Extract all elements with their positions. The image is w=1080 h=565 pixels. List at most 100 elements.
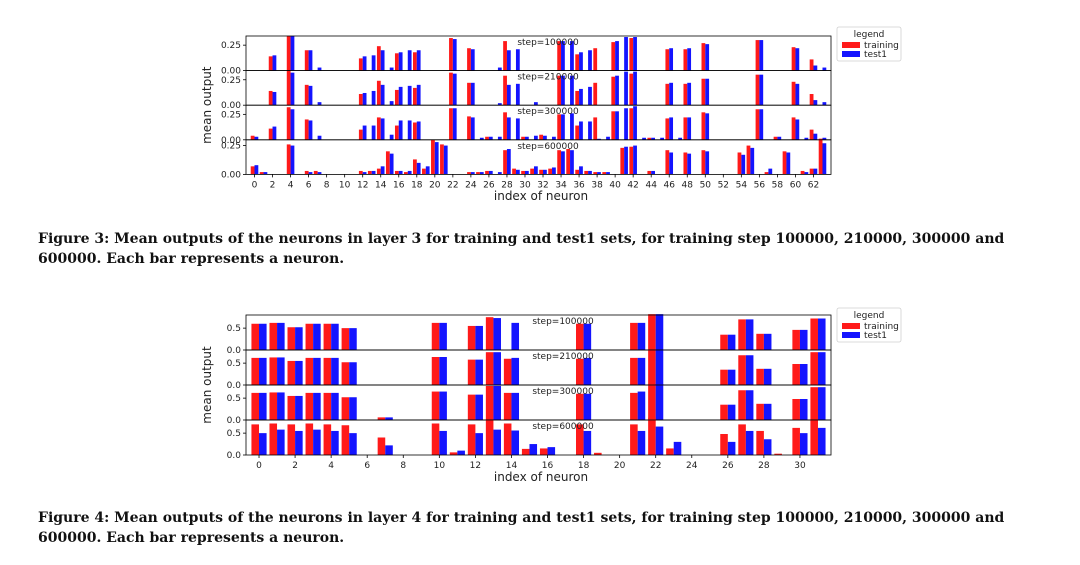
x-tick-label: 10 — [434, 461, 446, 471]
training-bar — [539, 448, 548, 455]
x-tick-label: 20 — [429, 180, 441, 190]
x-tick-label: 14 — [506, 461, 518, 471]
training-bar — [413, 52, 417, 71]
test1-bar — [763, 333, 772, 350]
training-bar — [701, 150, 706, 175]
training-bar — [701, 112, 706, 140]
test1-bar — [380, 118, 385, 140]
test1-bar — [331, 392, 339, 421]
training-bar — [648, 417, 656, 455]
training-bar — [268, 56, 273, 71]
training-bar — [720, 334, 728, 350]
test1-bar — [389, 67, 394, 71]
training-bar — [557, 114, 562, 140]
training-bar — [503, 75, 507, 106]
training-bar — [557, 150, 562, 175]
training-bar — [431, 357, 440, 385]
x-tick-label: 0 — [252, 180, 258, 190]
test1-bar — [371, 125, 376, 140]
training-bar — [287, 327, 296, 350]
training-bar — [746, 145, 751, 175]
training-bar — [467, 325, 476, 350]
test1-bar — [669, 152, 674, 175]
training-bar — [755, 109, 760, 140]
test1-bar — [389, 134, 394, 140]
training-bar — [683, 83, 688, 106]
test1-bar — [583, 430, 592, 455]
test1-bar — [813, 133, 818, 140]
y-axis-label: mean output — [200, 346, 214, 424]
x-tick-label: 62 — [808, 180, 819, 190]
training-bar — [792, 427, 800, 456]
test1-bar — [416, 162, 421, 175]
training-bar — [259, 172, 264, 175]
training-bar — [720, 434, 728, 455]
step-label: step=600000 — [532, 422, 594, 432]
training-bar — [594, 452, 602, 455]
training-bar — [485, 385, 494, 421]
training-bar — [313, 170, 318, 175]
x-tick-label: 34 — [555, 180, 567, 190]
test1-bar — [407, 170, 412, 175]
test1-bar — [506, 149, 511, 175]
training-bar — [629, 73, 634, 106]
training-bar — [738, 424, 746, 456]
training-bar — [269, 322, 278, 351]
training-bar — [512, 168, 516, 175]
test1-bar — [290, 72, 295, 106]
test1-bar — [817, 427, 826, 456]
training-bar — [593, 48, 598, 71]
training-bar — [683, 49, 688, 71]
training-bar — [269, 357, 278, 385]
training-bar — [665, 150, 670, 175]
training-bar — [630, 392, 638, 421]
test1-bar — [493, 352, 501, 385]
training-bar — [792, 399, 800, 420]
y-tick-label: 0.25 — [221, 142, 241, 152]
training-bar — [665, 83, 670, 106]
training-bar — [774, 453, 782, 455]
x-tick-label: 26 — [483, 180, 495, 190]
test1-bar — [380, 84, 385, 106]
test1-bar — [506, 50, 511, 71]
training-bar — [476, 172, 480, 175]
test1-bar — [263, 172, 268, 175]
training-bar — [467, 48, 471, 71]
figure-4-chart: 0.0 0.5 step=100000 0.0 0.5 step=210000 0.0 0.5… — [200, 307, 902, 484]
test1-bar — [570, 41, 574, 71]
test1-bar — [817, 318, 826, 350]
training-bar — [268, 128, 273, 140]
test1-bar — [470, 117, 475, 140]
training-bar — [304, 119, 309, 140]
legend-title: legend — [854, 30, 885, 40]
test1-bar — [272, 55, 277, 71]
training-bar — [791, 47, 796, 71]
test1-bar — [493, 385, 501, 421]
training-bar — [341, 328, 350, 351]
test1-bar — [759, 74, 764, 106]
test1-bar — [385, 417, 393, 421]
test1-bar — [678, 137, 683, 140]
x-tick-label: 40 — [609, 180, 621, 190]
test1-bar — [389, 153, 394, 175]
training-bar — [467, 172, 471, 175]
panel-1: 0.0 0.5 step=100000 — [227, 314, 832, 356]
test1-bar — [295, 360, 303, 385]
training-bar — [431, 423, 440, 455]
training-bar — [304, 50, 309, 71]
y-tick-label: 0.0 — [227, 346, 242, 356]
test1-bar — [488, 136, 493, 140]
x-tick-label: 56 — [754, 180, 766, 190]
training-bar — [503, 112, 507, 140]
training-bar — [800, 170, 805, 175]
training-bar — [666, 448, 674, 455]
step-label: step=210000 — [532, 352, 594, 362]
x-tick-label: 12 — [357, 180, 368, 190]
x-tick-label: 36 — [573, 180, 585, 190]
test1-bar — [624, 108, 628, 140]
x-tick-label: 58 — [772, 180, 784, 190]
test1-bar — [817, 352, 826, 385]
x-tick-label: 8 — [400, 461, 406, 471]
training-bar — [250, 135, 255, 140]
test1-bar — [543, 169, 547, 175]
